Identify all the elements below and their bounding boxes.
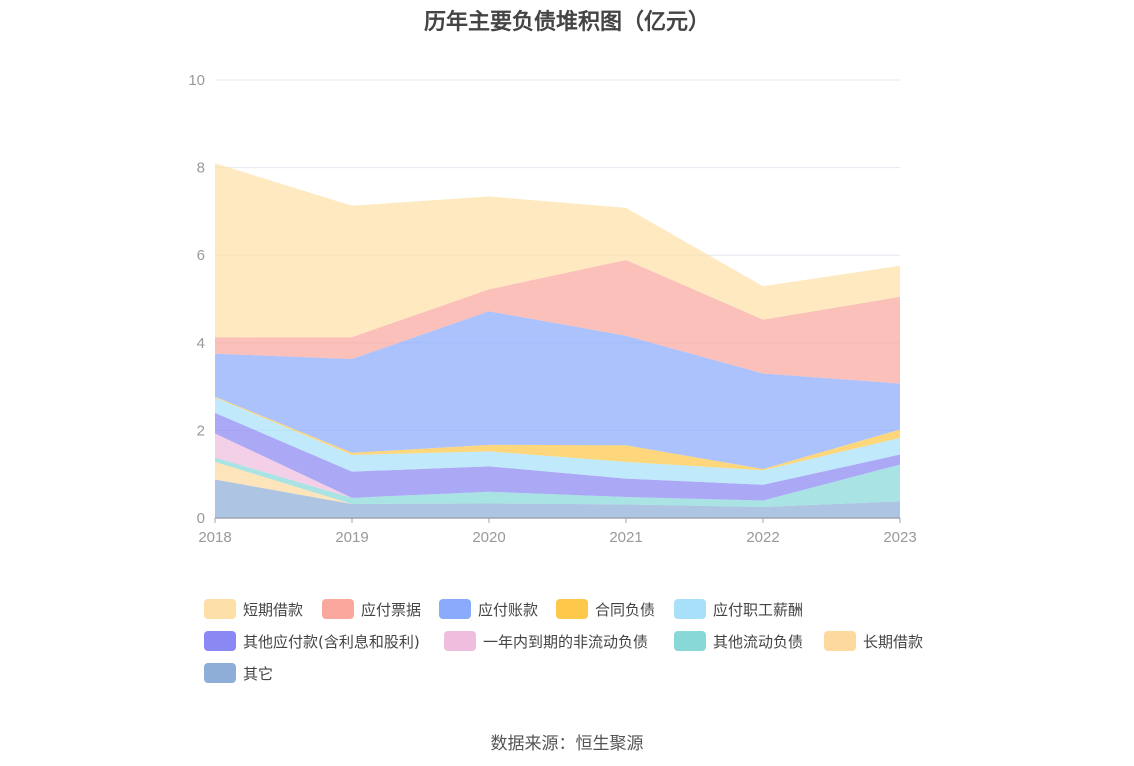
y-tick-label: 10 (188, 72, 205, 89)
y-tick-label: 2 (197, 422, 205, 439)
y-tick-label: 6 (197, 247, 205, 264)
legend-swatch (674, 599, 706, 619)
area-series-6[interactable] (215, 396, 900, 471)
legend-swatch (444, 631, 476, 651)
legend-swatch (556, 599, 588, 619)
legend-item[interactable]: 长期借款 (824, 630, 923, 652)
legend-label: 应付账款 (478, 600, 539, 619)
y-tick-label: 0 (197, 510, 205, 527)
legend-item[interactable]: 应付账款 (439, 598, 538, 620)
legend-item[interactable]: 应付职工薪酬 (674, 598, 803, 620)
area-series-8[interactable] (215, 260, 900, 384)
legend-label: 短期借款 (243, 600, 304, 619)
y-tick-label: 4 (197, 335, 205, 352)
chart-title: 历年主要负债堆积图（亿元） (423, 10, 710, 35)
legend-swatch (439, 599, 471, 619)
legend-label: 合同负债 (595, 600, 656, 619)
x-tick-label: 2019 (335, 529, 368, 546)
x-tick-label: 2021 (609, 529, 642, 546)
legend-label: 其他应付款(含利息和股利) (243, 632, 420, 651)
x-tick-label: 2023 (883, 529, 916, 546)
area-series-7[interactable] (215, 311, 900, 469)
legend-item[interactable]: 其它 (204, 662, 273, 684)
legend-label: 应付票据 (361, 600, 422, 619)
legend-item[interactable]: 其他应付款(含利息和股利) (204, 630, 420, 652)
area-series-9[interactable] (215, 163, 900, 338)
area-series-0[interactable] (215, 479, 900, 518)
x-tick-label: 2020 (472, 529, 505, 546)
legend-item[interactable]: 应付票据 (322, 598, 421, 620)
x-tick-label: 2018 (198, 529, 231, 546)
legend-swatch (824, 631, 856, 651)
legend-swatch (322, 599, 354, 619)
legend-swatch (204, 663, 236, 683)
area-series-4[interactable] (215, 412, 900, 501)
legend-item[interactable]: 一年内到期的非流动负债 (444, 630, 648, 652)
legend-label: 其它 (243, 664, 274, 683)
legend-swatch (204, 599, 236, 619)
legend-label: 一年内到期的非流动负债 (483, 632, 649, 651)
source-note: 数据来源：恒生聚源 (490, 734, 644, 754)
legend-item[interactable]: 合同负债 (556, 598, 655, 620)
legend-swatch (674, 631, 706, 651)
legend-label: 其他流动负债 (713, 632, 804, 651)
legend-item[interactable]: 短期借款 (204, 598, 303, 620)
area-series-2[interactable] (215, 457, 900, 508)
legend-swatch (204, 631, 236, 651)
legend-label: 应付职工薪酬 (713, 600, 804, 619)
y-tick-label: 8 (197, 160, 205, 177)
x-tick-label: 2022 (746, 529, 779, 546)
legend-label: 长期借款 (863, 632, 924, 651)
legend-item[interactable]: 其他流动负债 (674, 630, 803, 652)
area-series-5[interactable] (215, 397, 900, 485)
